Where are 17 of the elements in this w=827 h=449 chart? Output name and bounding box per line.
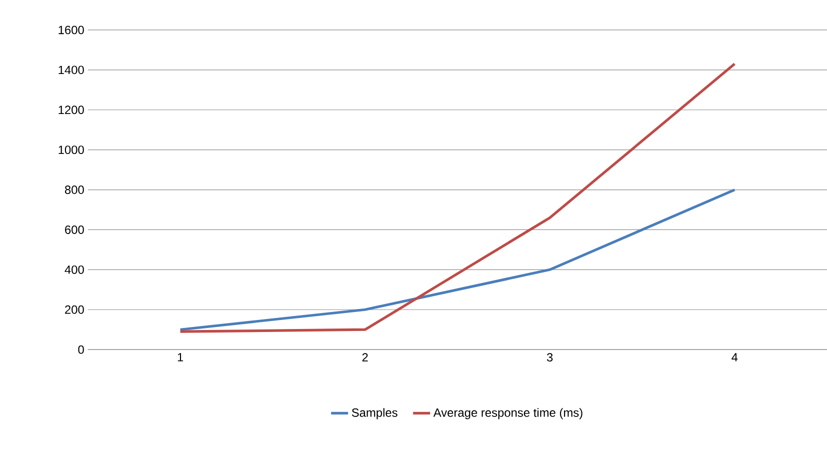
legend-label: Samples [352, 408, 398, 420]
y-tick-label: 800 [64, 185, 84, 194]
y-tick-label: 400 [64, 265, 84, 274]
y-tick-label: 200 [65, 305, 84, 314]
x-tick-label: 3 [546, 352, 553, 362]
y-tick-label: 1600 [58, 26, 84, 34]
y-tick-label: 600 [65, 225, 84, 234]
y-tick-label: 1200 [58, 105, 84, 114]
line-series [178, 188, 736, 331]
y-tick-label: 1400 [58, 65, 84, 74]
y-tick-label: 0 [78, 345, 84, 354]
x-tick-label: 4 [732, 352, 738, 362]
line-series [178, 62, 736, 333]
x-tick-label: 2 [362, 352, 368, 362]
legend-label: Average response time (ms) [433, 408, 582, 420]
y-tick-label: 1000 [58, 145, 84, 154]
x-tick-label: 1 [178, 352, 184, 362]
